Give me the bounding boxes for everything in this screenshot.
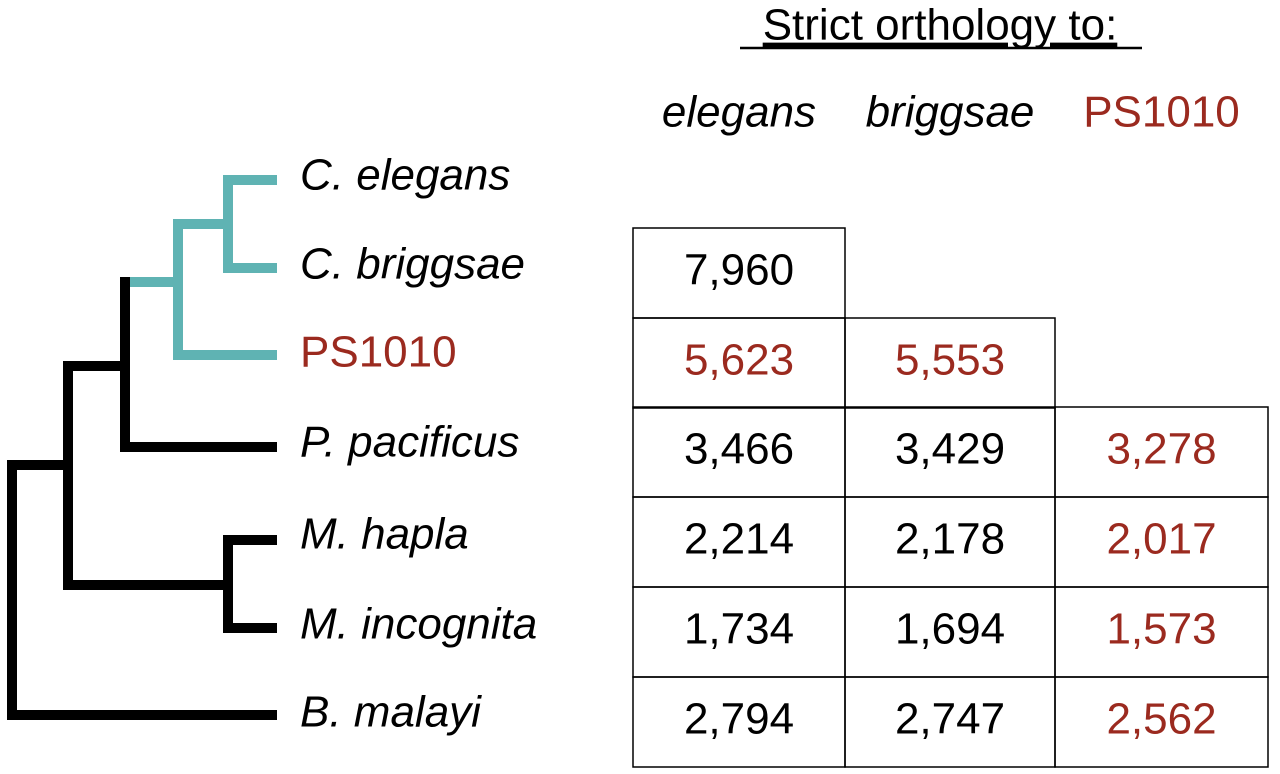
- species-label: C. elegans: [300, 151, 510, 200]
- cell-value: 2,214: [684, 515, 794, 564]
- cell-value: 2,178: [895, 515, 1005, 564]
- cell-value: 1,734: [684, 605, 794, 654]
- tree-branch: [120, 175, 277, 360]
- table-title: Strict orthology to:: [763, 1, 1118, 50]
- cell-value: 3,429: [895, 425, 1005, 474]
- cell-value: 5,623: [684, 336, 794, 385]
- cell-value: 2,747: [895, 695, 1005, 744]
- species-label: B. malayi: [300, 688, 482, 737]
- cell-value: 2,017: [1106, 515, 1216, 564]
- column-header: PS1010: [1083, 88, 1240, 137]
- cell-value: 7,960: [684, 246, 794, 295]
- species-label: PS1010: [300, 328, 457, 377]
- cell-value: 2,794: [684, 695, 794, 744]
- table-cell: [844, 317, 1056, 409]
- tree-branch: [7, 277, 277, 720]
- column-header: briggsae: [866, 88, 1035, 137]
- species-label: M. hapla: [300, 510, 469, 559]
- cell-value: 3,278: [1106, 425, 1216, 474]
- tree: [7, 175, 277, 720]
- species-label: M. incognita: [300, 600, 537, 649]
- cell-value: 1,694: [895, 605, 1005, 654]
- cell-value: 1,573: [1106, 605, 1216, 654]
- cell-value: 3,466: [684, 425, 794, 474]
- cell-value: 2,562: [1106, 695, 1216, 744]
- cell-value: 5,553: [895, 336, 1005, 385]
- table-cell: [1054, 676, 1269, 768]
- column-header: elegans: [662, 88, 816, 137]
- species-label: C. briggsae: [300, 240, 525, 289]
- species-label: P. pacificus: [300, 418, 519, 467]
